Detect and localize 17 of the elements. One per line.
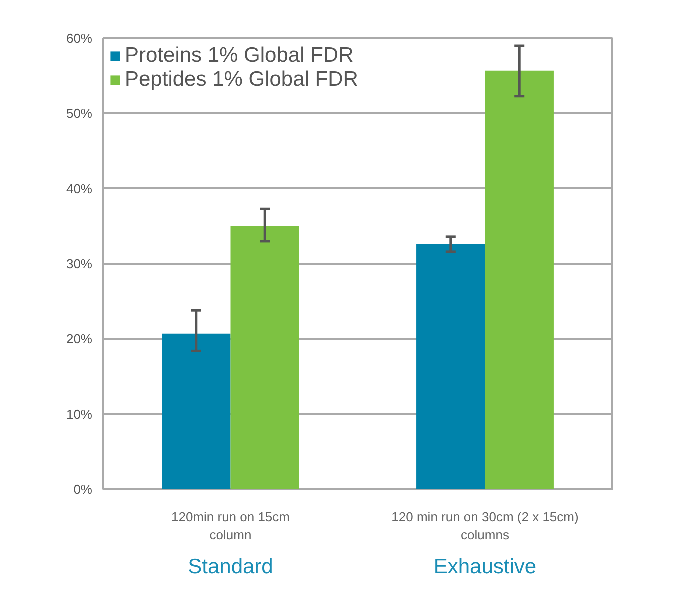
legend-label: Peptides 1% Global FDR <box>125 68 358 92</box>
bar <box>230 226 300 490</box>
x-tick-label: Exhaustive <box>434 556 537 578</box>
y-tick-label: 50% <box>66 106 93 122</box>
bar <box>416 244 486 490</box>
y-tick-label: 10% <box>66 406 93 422</box>
y-tick-label: 30% <box>66 256 93 272</box>
y-tick-label: 60% <box>66 31 93 46</box>
x-tick-label: Standard <box>188 556 274 578</box>
y-tick-label: 20% <box>66 332 93 347</box>
y-tick-label: 40% <box>66 181 93 196</box>
bar <box>485 70 554 490</box>
text: 120 min run on 30cm (2 x 15cm) columns <box>392 510 579 542</box>
bar <box>162 334 231 490</box>
text: 120min run on 15cm column <box>171 510 290 542</box>
legend-label: Proteins 1% Global FDR <box>125 44 354 68</box>
y-tick-label: 0% <box>74 482 93 497</box>
